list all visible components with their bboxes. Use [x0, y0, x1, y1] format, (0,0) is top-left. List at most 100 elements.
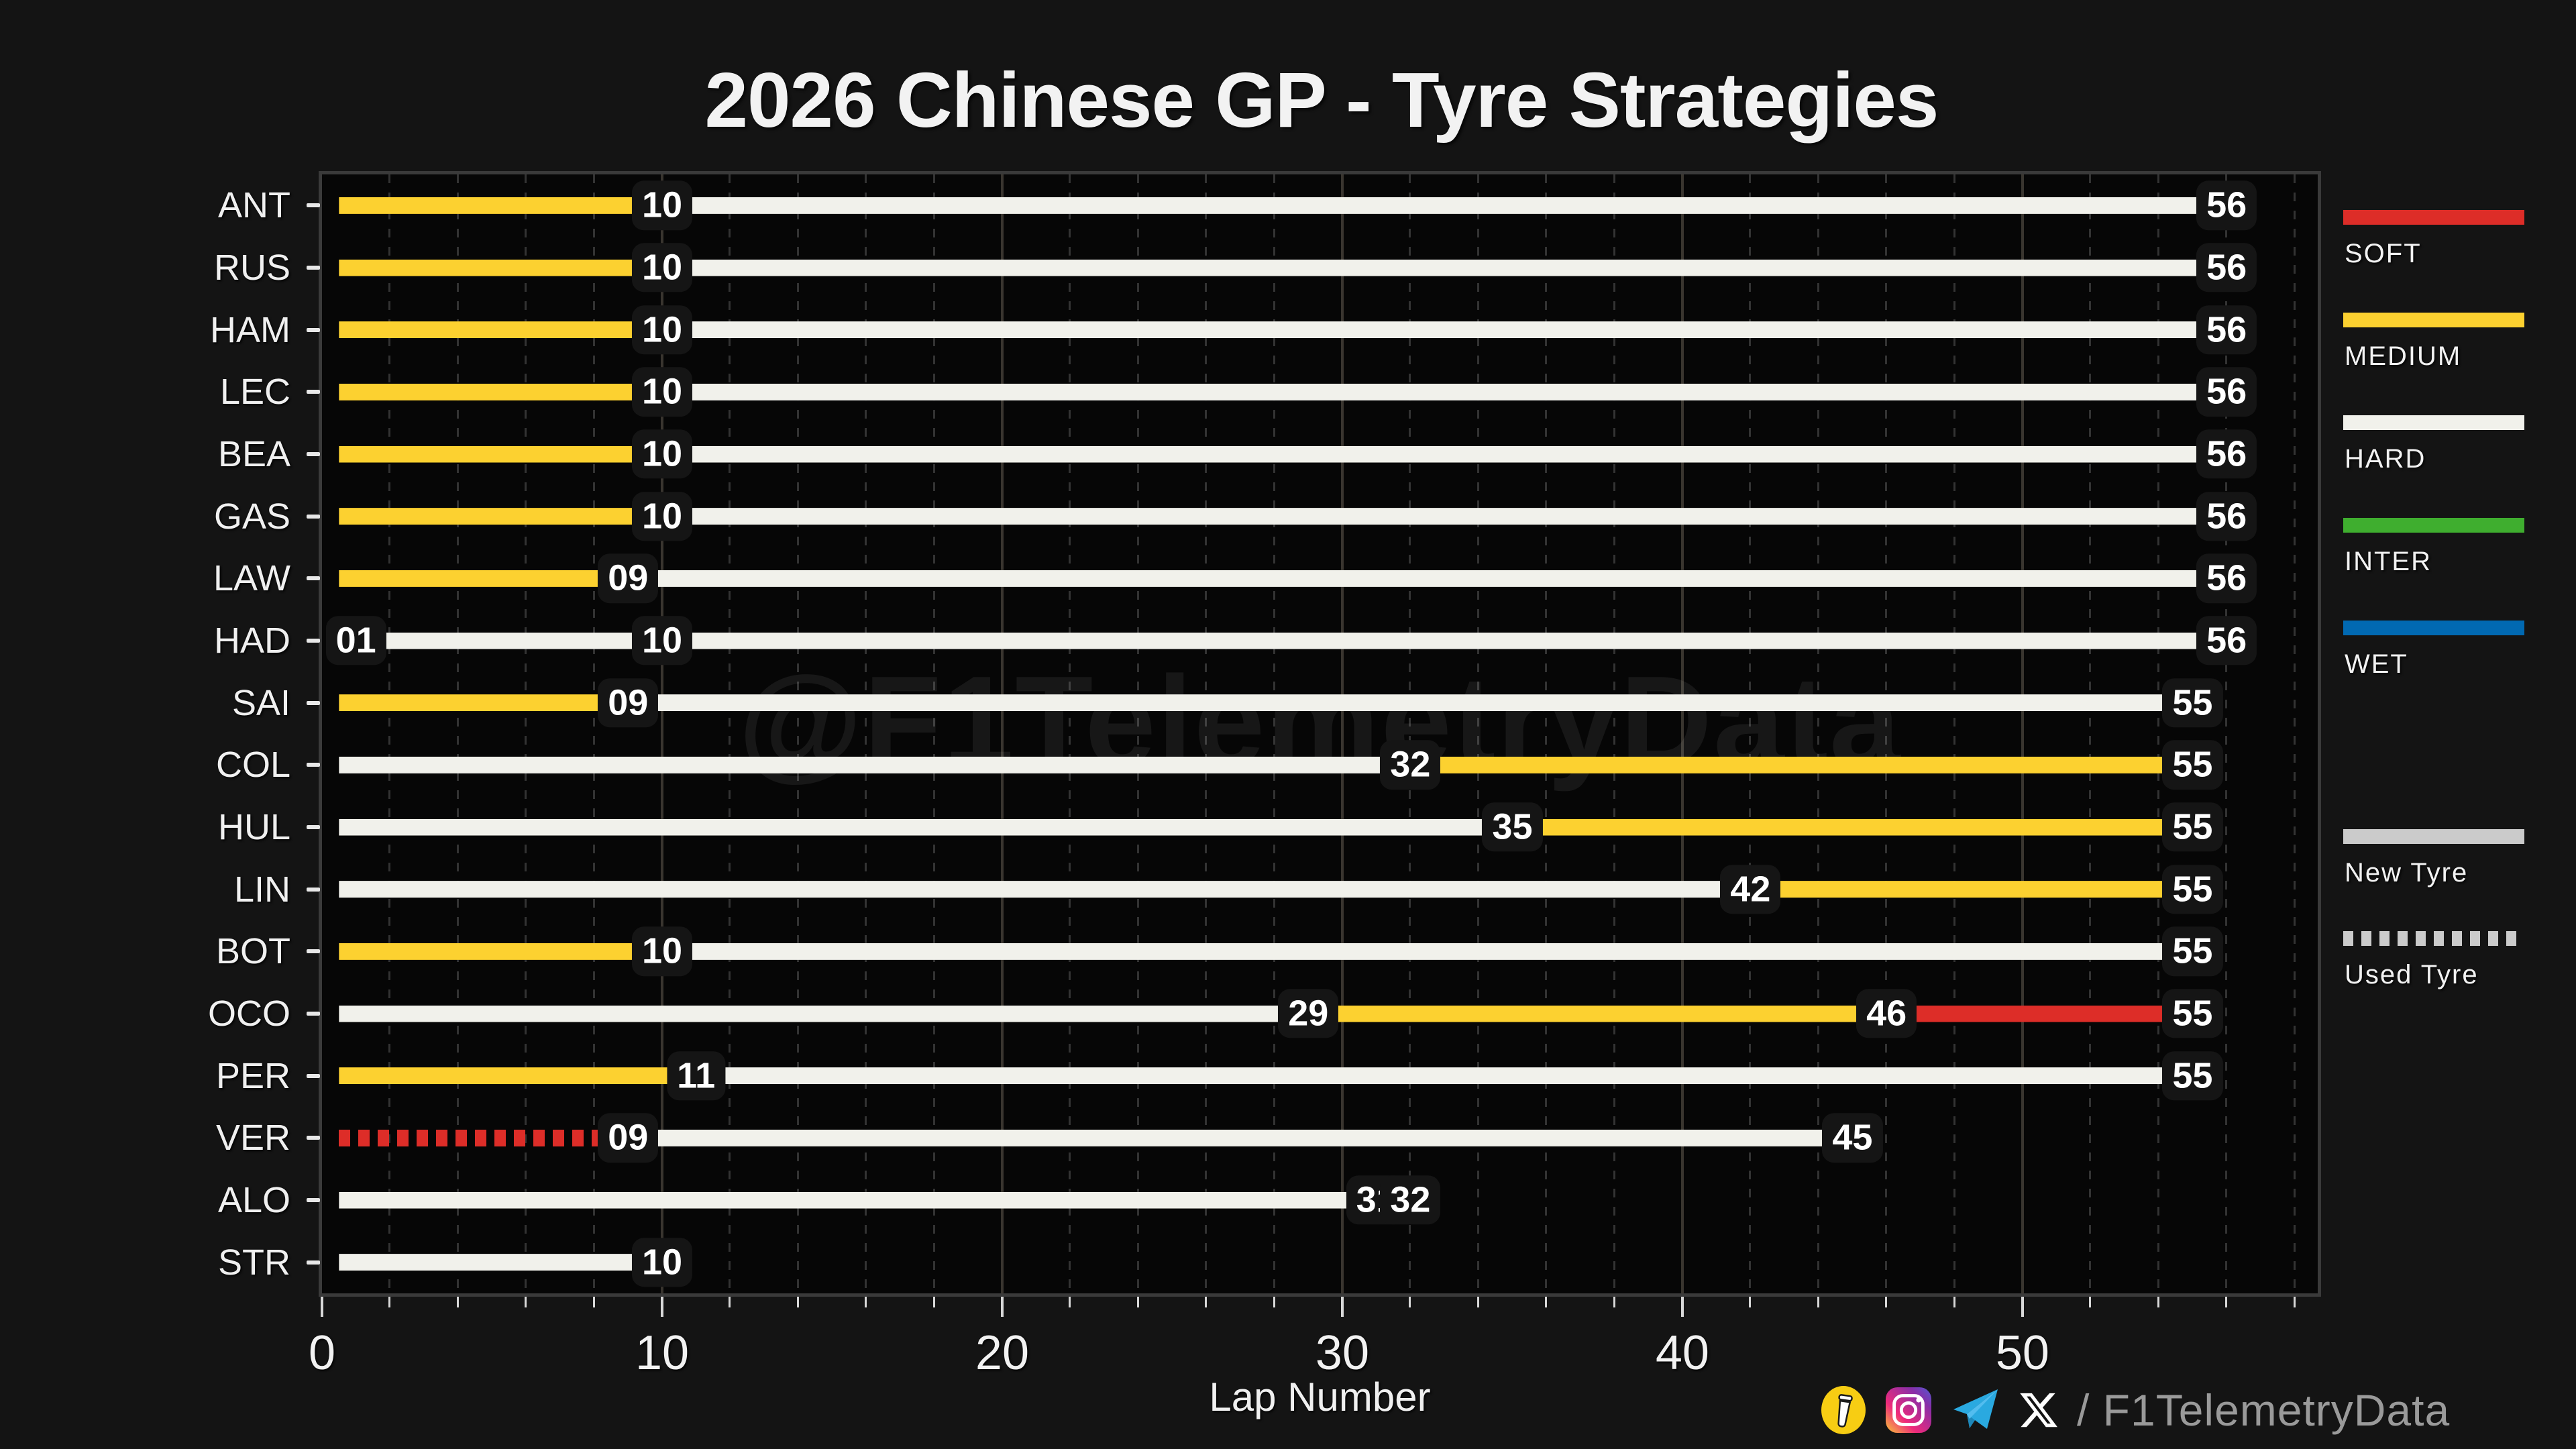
- x-tick-minor: [1136, 1297, 1139, 1307]
- gridline-minor: [525, 174, 527, 1293]
- y-tick-label-BOT: BOT: [215, 931, 290, 972]
- y-tick-ANT: [307, 203, 320, 208]
- stint-bar-SAI-1: [339, 694, 628, 711]
- stint-label-VER-2: 45: [1822, 1113, 1883, 1163]
- gridline-minor: [2157, 174, 2159, 1293]
- gridline-minor: [1136, 174, 1139, 1293]
- y-tick-label-HAD: HAD: [213, 621, 290, 661]
- plot-inner: @F1TelemetryData 10 56 10 56 10 56 10 56 10 56 10 5…: [322, 174, 2318, 1293]
- stint-label-BOT-1: 10: [631, 926, 693, 977]
- stint-label-HUL-2: 55: [2162, 802, 2223, 852]
- stint-bar-HAD-2: [356, 633, 662, 649]
- stint-bar-VER-1: [339, 1129, 629, 1146]
- legend-swatch-soft: [2343, 210, 2524, 225]
- x-tick-major: [1340, 1297, 1344, 1317]
- y-tick-label-COL: COL: [215, 745, 290, 786]
- stint-bar-HAD-3: [662, 633, 2226, 649]
- x-tick-minor: [388, 1297, 391, 1307]
- stint-label-HAD-3: 56: [2196, 616, 2257, 665]
- gridline-minor: [1477, 174, 1479, 1293]
- stint-bar-BEA-2: [662, 446, 2226, 463]
- stint-label-PER-2: 55: [2162, 1051, 2223, 1101]
- gridline-major: [1680, 174, 1684, 1293]
- gridline-minor: [2293, 174, 2296, 1293]
- x-tick-major: [1000, 1297, 1004, 1317]
- stint-label-HAM-2: 56: [2196, 305, 2257, 355]
- gridline-major: [2021, 174, 2024, 1293]
- x-tick-minor: [1205, 1297, 1208, 1307]
- x-tick-minor: [2293, 1297, 2296, 1307]
- stint-label-GAS-1: 10: [631, 491, 693, 541]
- legend-label-hard: HARD: [2345, 444, 2426, 474]
- stint-bar-GAS-1: [339, 508, 662, 525]
- x-tick-label-30: 30: [1315, 1326, 1369, 1380]
- stint-bar-ANT-2: [662, 197, 2226, 214]
- stint-bar-STR-1: [339, 1254, 662, 1271]
- x-tick-major: [660, 1297, 663, 1317]
- stint-label-VER-1: 09: [598, 1113, 659, 1163]
- gridline-minor: [2089, 174, 2092, 1293]
- x-tick-minor: [865, 1297, 867, 1307]
- x-tick-label-40: 40: [1655, 1326, 1709, 1380]
- y-tick-label-ANT: ANT: [218, 185, 290, 226]
- stint-bar-LEC-1: [339, 384, 662, 400]
- x-tick-minor: [1817, 1297, 1819, 1307]
- gridline-minor: [1953, 174, 1955, 1293]
- legend-swatch-new-tyre: [2343, 829, 2524, 844]
- stint-label-GAS-2: 56: [2196, 491, 2257, 541]
- x-axis-title: Lap Number: [1209, 1375, 1431, 1419]
- stint-bar-OCO-2: [1308, 1006, 1886, 1022]
- stint-label-SAI-2: 55: [2162, 678, 2223, 728]
- stint-label-BOT-2: 55: [2162, 926, 2223, 977]
- x-tick-minor: [1477, 1297, 1479, 1307]
- x-tick-minor: [2089, 1297, 2092, 1307]
- x-tick-label-0: 0: [308, 1326, 336, 1380]
- x-tick-minor: [729, 1297, 731, 1307]
- gridline-minor: [796, 174, 799, 1293]
- gridline-minor: [932, 174, 935, 1293]
- telegram-icon: [1949, 1387, 2000, 1434]
- stint-bar-COL-2: [1410, 757, 2192, 773]
- y-tick-RUS: [307, 266, 320, 270]
- y-tick-HAD: [307, 639, 320, 643]
- stint-label-ANT-1: 10: [631, 180, 693, 231]
- x-tick-label-20: 20: [975, 1326, 1030, 1380]
- legend-swatch-hard: [2343, 415, 2524, 430]
- x-tick-major: [2021, 1297, 2024, 1317]
- legend-swatch-inter: [2343, 518, 2524, 533]
- x-tick-label-50: 50: [1995, 1326, 2049, 1380]
- gridline-major: [1000, 174, 1004, 1293]
- x-tick-minor: [456, 1297, 459, 1307]
- x-tick-minor: [1749, 1297, 1752, 1307]
- legend-label-new-tyre: New Tyre: [2345, 858, 2469, 888]
- stint-bar-PER-1: [339, 1067, 696, 1084]
- stint-bar-LEC-2: [662, 384, 2226, 400]
- y-tick-LEC: [307, 390, 320, 394]
- stint-label-HUL-1: 35: [1482, 802, 1543, 852]
- gridline-minor: [456, 174, 459, 1293]
- x-tick-label-10: 10: [635, 1326, 690, 1380]
- stint-label-RUS-1: 10: [631, 243, 693, 292]
- stint-bar-RUS-2: [662, 260, 2226, 276]
- x-tick-minor: [2225, 1297, 2228, 1307]
- legend-label-wet: WET: [2345, 649, 2408, 679]
- stint-label-SAI-1: 09: [598, 678, 659, 728]
- stint-bar-COL-1: [339, 757, 1410, 773]
- y-tick-label-RUS: RUS: [213, 248, 290, 288]
- stint-label-BEA-2: 56: [2196, 429, 2257, 479]
- buy-me-a-coffee-icon: [1819, 1385, 1868, 1436]
- x-tick-minor: [1545, 1297, 1548, 1307]
- stint-label-OCO-1: 29: [1278, 989, 1339, 1038]
- y-tick-HUL: [307, 825, 320, 829]
- footer: / F1TelemetryData: [1819, 1382, 2450, 1438]
- y-tick-label-LAW: LAW: [213, 558, 290, 599]
- stint-label-LIN-1: 42: [1720, 864, 1781, 914]
- gridline-minor: [1205, 174, 1208, 1293]
- stint-label-RUS-2: 56: [2196, 243, 2257, 292]
- footer-handle: / F1TelemetryData: [2077, 1385, 2451, 1435]
- gridline-minor: [1409, 174, 1411, 1293]
- y-tick-label-ALO: ALO: [217, 1180, 290, 1220]
- x-icon: [2018, 1389, 2059, 1431]
- stint-label-COL-1: 32: [1380, 740, 1441, 790]
